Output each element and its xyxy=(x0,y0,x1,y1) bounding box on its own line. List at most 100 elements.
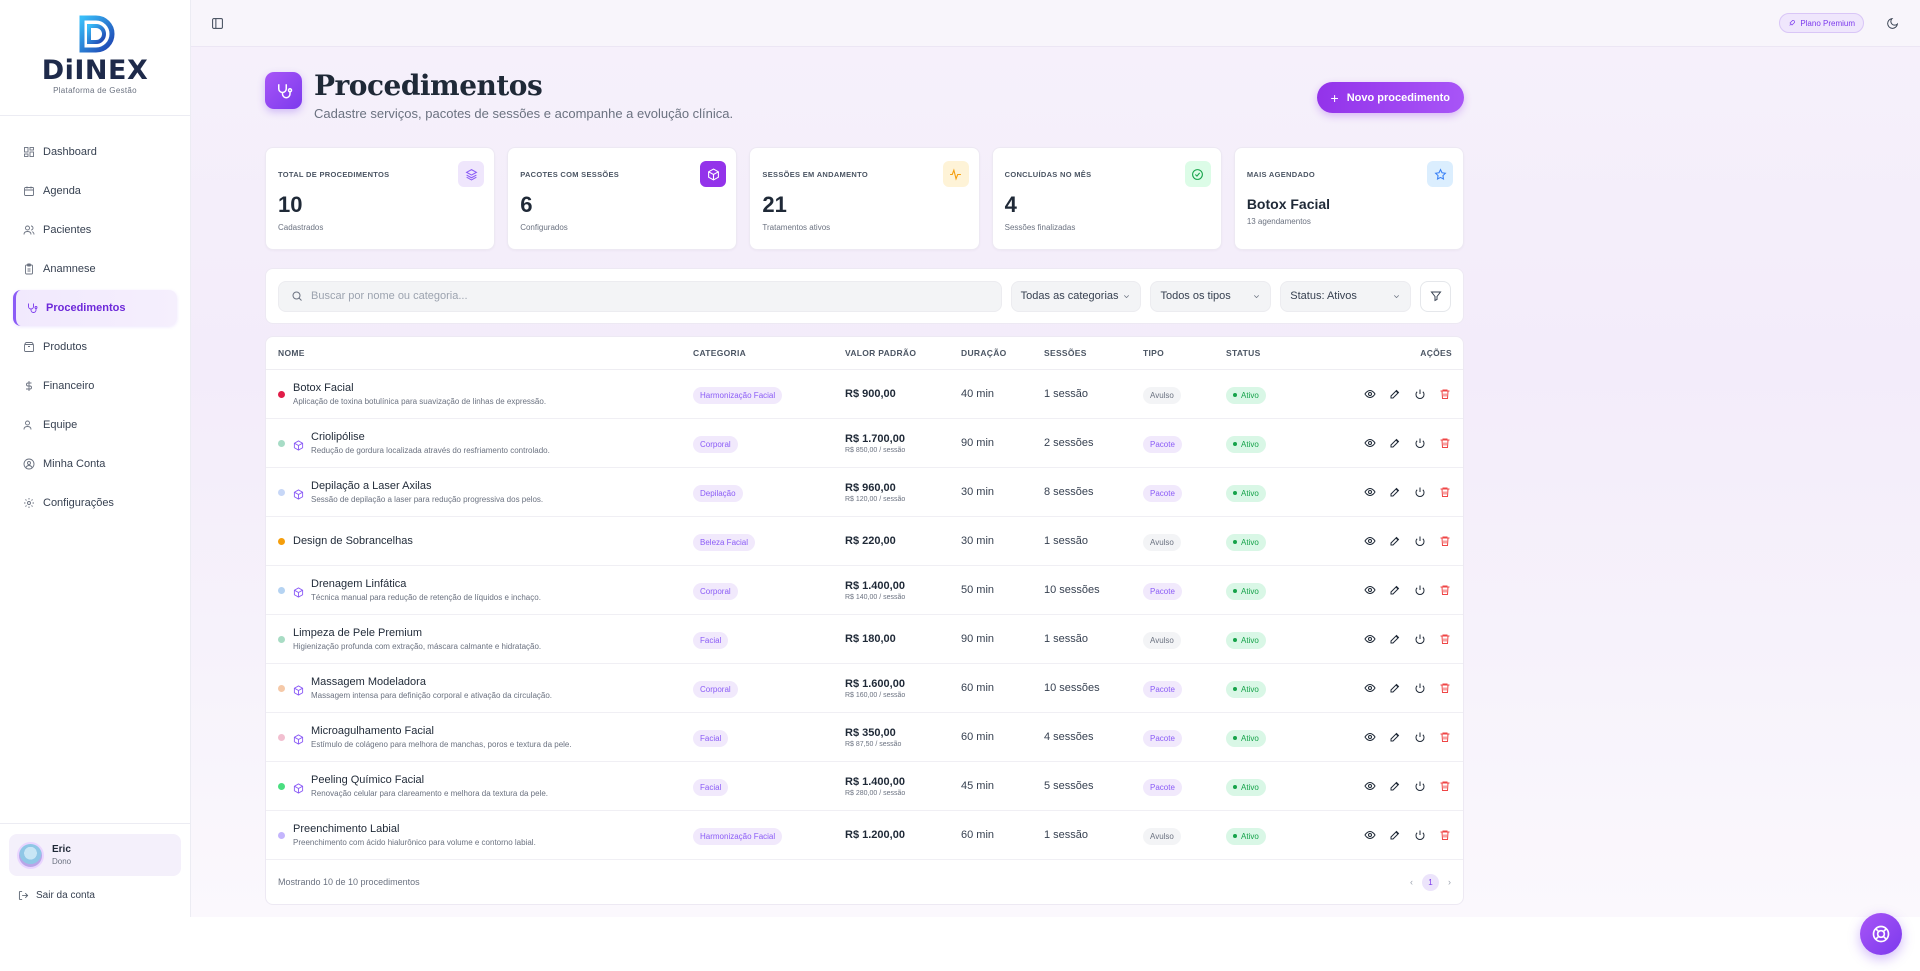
procedure-name[interactable]: Criolipólise xyxy=(311,431,365,443)
cell-status: Ativo xyxy=(1226,531,1336,551)
table-row[interactable]: Microagulhamento Facial Estímulo de colág… xyxy=(266,713,1463,762)
type-select[interactable]: Todos os tipos xyxy=(1150,280,1272,312)
user-card[interactable]: Eric Dono xyxy=(9,834,181,876)
cell-status: Ativo xyxy=(1226,678,1336,698)
view-button[interactable] xyxy=(1362,730,1377,745)
logout-button[interactable]: Sair da conta xyxy=(9,890,181,901)
view-button[interactable] xyxy=(1362,387,1377,402)
new-procedure-button[interactable]: + Novo procedimento xyxy=(1316,82,1464,113)
stat-hint: Cadastrados xyxy=(278,223,324,232)
search-input[interactable] xyxy=(311,290,989,302)
sidebar-toggle-button[interactable] xyxy=(209,15,225,31)
table-row[interactable]: Peeling Químico Facial Renovação celular … xyxy=(266,762,1463,811)
table-row[interactable]: Design de Sobrancelhas Beleza Facial R$ 22… xyxy=(266,517,1463,566)
category-select[interactable]: Todas as categorias xyxy=(1010,280,1142,312)
edit-button[interactable] xyxy=(1387,436,1402,451)
table-row[interactable]: Depilação a Laser Axilas Sessão de depila… xyxy=(266,468,1463,517)
status-badge: Ativo xyxy=(1226,827,1266,845)
toggle-active-button[interactable] xyxy=(1412,681,1427,696)
delete-button[interactable] xyxy=(1437,681,1452,696)
prev-page-button[interactable]: ‹ xyxy=(1410,877,1413,887)
sidebar-item-financeiro[interactable]: Financeiro xyxy=(13,368,177,404)
package-icon xyxy=(24,342,34,352)
edit-button[interactable] xyxy=(1387,730,1402,745)
view-button[interactable] xyxy=(1362,436,1377,451)
edit-button[interactable] xyxy=(1387,632,1402,647)
view-button[interactable] xyxy=(1362,534,1377,549)
view-button[interactable] xyxy=(1362,779,1377,794)
sidebar-item-dashboard[interactable]: Dashboard xyxy=(13,134,177,170)
view-button[interactable] xyxy=(1362,583,1377,598)
table-row[interactable]: Botox Facial Aplicação de toxina botulíni… xyxy=(266,370,1463,419)
header-sessions[interactable]: SESSÕES xyxy=(1044,348,1087,358)
toggle-active-button[interactable] xyxy=(1412,779,1427,794)
table-row[interactable]: Preenchimento Labial Preenchimento com ác… xyxy=(266,811,1463,860)
page-subtitle: Cadastre serviços, pacotes de sessões e … xyxy=(314,106,734,121)
view-button[interactable] xyxy=(1362,828,1377,843)
delete-button[interactable] xyxy=(1437,779,1452,794)
table-row[interactable]: Criolipólise Redução de gordura localizad… xyxy=(266,419,1463,468)
procedure-name[interactable]: Design de Sobrancelhas xyxy=(293,535,413,547)
procedure-name[interactable]: Massagem Modeladora xyxy=(311,676,426,688)
help-button[interactable] xyxy=(1860,913,1902,955)
delete-button[interactable] xyxy=(1437,436,1452,451)
theme-toggle-button[interactable] xyxy=(1884,15,1900,31)
procedure-name[interactable]: Depilação a Laser Axilas xyxy=(311,480,432,492)
table-row[interactable]: Drenagem Linfática Técnica manual para re… xyxy=(266,566,1463,615)
delete-button[interactable] xyxy=(1437,632,1452,647)
sidebar-item-equipe[interactable]: Equipe xyxy=(13,407,177,443)
page-number-button[interactable]: 1 xyxy=(1422,873,1439,891)
header-value[interactable]: VALOR PADRÃO xyxy=(845,348,917,358)
toggle-active-button[interactable] xyxy=(1412,828,1427,843)
toggle-active-button[interactable] xyxy=(1412,387,1427,402)
next-page-button[interactable]: › xyxy=(1448,877,1451,887)
status-select[interactable]: Status: Ativos xyxy=(1280,280,1412,312)
table-row[interactable]: Limpeza de Pele Premium Higienização prof… xyxy=(266,615,1463,664)
edit-button[interactable] xyxy=(1387,828,1402,843)
edit-button[interactable] xyxy=(1387,583,1402,598)
sidebar-item-pacientes[interactable]: Pacientes xyxy=(13,212,177,248)
sidebar-item-agenda[interactable]: Agenda xyxy=(13,173,177,209)
edit-button[interactable] xyxy=(1387,534,1402,549)
edit-button[interactable] xyxy=(1387,387,1402,402)
toggle-active-button[interactable] xyxy=(1412,583,1427,598)
sidebar-item-minha-conta[interactable]: Minha Conta xyxy=(13,446,177,482)
edit-button[interactable] xyxy=(1387,779,1402,794)
header-category[interactable]: CATEGORIA xyxy=(693,348,747,358)
sidebar-item-anamnese[interactable]: Anamnese xyxy=(13,251,177,287)
header-name[interactable]: NOME xyxy=(278,348,305,358)
table-row[interactable]: Massagem Modeladora Massagem intensa para… xyxy=(266,664,1463,713)
edit-button[interactable] xyxy=(1387,681,1402,696)
view-button[interactable] xyxy=(1362,485,1377,500)
delete-button[interactable] xyxy=(1437,583,1452,598)
sidebar-item-procedimentos[interactable]: Procedimentos xyxy=(13,290,177,326)
toggle-active-button[interactable] xyxy=(1412,436,1427,451)
header-status[interactable]: STATUS xyxy=(1226,348,1261,358)
procedure-name[interactable]: Microagulhamento Facial xyxy=(311,725,434,737)
edit-button[interactable] xyxy=(1387,485,1402,500)
delete-button[interactable] xyxy=(1437,534,1452,549)
procedure-name[interactable]: Drenagem Linfática xyxy=(311,578,407,590)
procedure-name[interactable]: Limpeza de Pele Premium xyxy=(293,627,423,639)
header-type[interactable]: TIPO xyxy=(1143,348,1165,358)
procedures-table: NOME CATEGORIA VALOR PADRÃO DURAÇÃO SESS… xyxy=(265,336,1464,905)
procedure-name[interactable]: Botox Facial xyxy=(293,382,354,394)
view-button[interactable] xyxy=(1362,681,1377,696)
plan-badge[interactable]: Plano Premium xyxy=(1779,13,1864,33)
delete-button[interactable] xyxy=(1437,485,1452,500)
value-main: R$ 900,00 xyxy=(845,388,896,400)
delete-button[interactable] xyxy=(1437,387,1452,402)
header-duration[interactable]: DURAÇÃO xyxy=(961,348,1007,358)
toggle-active-button[interactable] xyxy=(1412,534,1427,549)
filter-button[interactable] xyxy=(1420,280,1451,312)
delete-button[interactable] xyxy=(1437,828,1452,843)
procedure-name[interactable]: Preenchimento Labial xyxy=(293,823,400,835)
view-button[interactable] xyxy=(1362,632,1377,647)
sidebar-item-produtos[interactable]: Produtos xyxy=(13,329,177,365)
toggle-active-button[interactable] xyxy=(1412,632,1427,647)
delete-button[interactable] xyxy=(1437,730,1452,745)
toggle-active-button[interactable] xyxy=(1412,485,1427,500)
sidebar-item-configuracoes[interactable]: Configurações xyxy=(13,485,177,521)
toggle-active-button[interactable] xyxy=(1412,730,1427,745)
procedure-name[interactable]: Peeling Químico Facial xyxy=(311,774,425,786)
